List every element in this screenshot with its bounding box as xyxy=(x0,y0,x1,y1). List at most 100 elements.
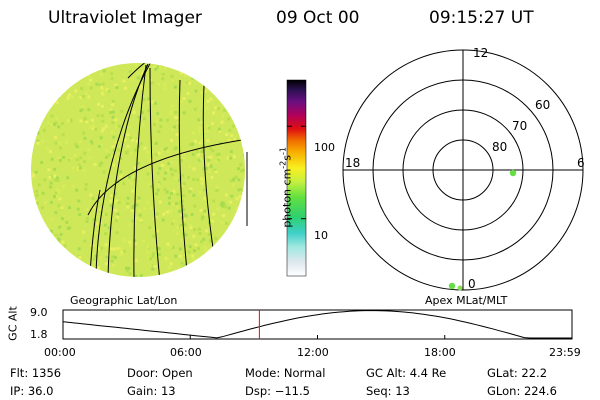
emission-pixel xyxy=(220,246,224,250)
earth-image xyxy=(31,63,248,277)
emission-pixel xyxy=(180,71,183,75)
emission-pixel xyxy=(97,144,101,148)
emission-pixel xyxy=(153,264,157,268)
emission-pixel xyxy=(100,129,104,133)
emission-pixel xyxy=(169,245,173,249)
emission-pixel xyxy=(186,81,190,85)
emission-pixel xyxy=(41,139,45,143)
emission-pixel xyxy=(193,139,197,143)
emission-pixel xyxy=(61,133,65,137)
emission-pixel xyxy=(115,231,119,235)
emission-pixel xyxy=(198,130,202,134)
emission-pixel xyxy=(136,76,140,80)
emission-pixel xyxy=(161,164,165,167)
emission-pixel xyxy=(92,218,96,222)
emission-pixel xyxy=(182,218,186,222)
emission-pixel xyxy=(57,156,61,160)
emission-pixel xyxy=(184,214,188,218)
emission-pixel xyxy=(102,170,106,174)
emission-pixel xyxy=(60,217,64,221)
emission-pixel xyxy=(221,204,225,208)
emission-pixel xyxy=(186,273,190,277)
emission-pixel xyxy=(163,148,167,151)
emission-pixel xyxy=(240,188,243,191)
emission-pixel xyxy=(137,196,141,200)
emission-pixel xyxy=(50,101,54,105)
emission-pixel xyxy=(71,184,75,188)
emission-pixel xyxy=(221,114,225,117)
emission-pixel xyxy=(232,96,236,100)
emission-pixel xyxy=(61,240,65,244)
emission-pixel xyxy=(200,126,204,130)
emission-pixel xyxy=(169,192,173,195)
emission-pixel xyxy=(110,77,114,81)
emission-pixel xyxy=(181,199,184,203)
emission-pixel xyxy=(78,166,82,170)
emission-pixel xyxy=(125,175,129,179)
emission-pixel xyxy=(182,97,186,100)
emission-pixel xyxy=(189,226,193,230)
emission-pixel xyxy=(163,177,167,181)
emission-pixel xyxy=(104,262,108,266)
emission-pixel xyxy=(49,229,53,233)
emission-pixel xyxy=(114,118,118,122)
emission-pixel xyxy=(32,225,36,229)
emission-pixel xyxy=(43,63,47,67)
emission-pixel xyxy=(158,167,162,171)
emission-pixel xyxy=(200,181,204,185)
emission-pixel xyxy=(235,244,239,248)
emission-pixel xyxy=(237,261,241,264)
emission-pixel xyxy=(234,239,238,243)
emission-pixel xyxy=(149,257,152,261)
emission-pixel xyxy=(203,196,207,200)
emission-pixel xyxy=(47,121,51,125)
emission-pixel xyxy=(191,131,195,135)
emission-pixel xyxy=(239,69,243,73)
emission-pixel xyxy=(34,170,38,174)
emission-pixel xyxy=(47,106,50,110)
emission-pixel xyxy=(182,194,186,198)
emission-pixel xyxy=(102,64,106,68)
emission-pixel xyxy=(80,87,84,90)
emission-pixel xyxy=(53,174,57,178)
emission-pixel xyxy=(96,266,100,269)
emission-pixel xyxy=(193,228,196,232)
emission-pixel xyxy=(56,176,59,180)
emission-pixel xyxy=(193,74,197,78)
emission-pixel xyxy=(135,140,139,143)
emission-pixel xyxy=(112,148,116,152)
emission-pixel xyxy=(125,150,129,154)
emission-pixel xyxy=(217,265,221,269)
emission-pixel xyxy=(115,219,118,223)
emission-pixel xyxy=(152,234,156,238)
emission-pixel xyxy=(110,72,114,76)
emission-pixel xyxy=(115,85,119,89)
emission-pixel xyxy=(182,66,186,70)
emission-pixel xyxy=(238,268,242,272)
emission-pixel xyxy=(124,86,127,90)
altitude-xtick: 12:00 xyxy=(297,346,329,359)
emission-pixel xyxy=(167,162,171,166)
emission-pixel xyxy=(67,119,71,123)
emission-pixel xyxy=(102,127,106,131)
emission-pixel xyxy=(178,178,182,182)
emission-pixel xyxy=(47,251,51,255)
emission-pixel xyxy=(192,234,196,238)
emission-pixel xyxy=(223,100,227,104)
emission-pixel xyxy=(202,167,206,171)
emission-pixel xyxy=(209,147,213,151)
emission-pixel xyxy=(217,80,221,84)
emission-pixel xyxy=(203,209,207,213)
emission-pixel xyxy=(188,99,192,103)
emission-pixel xyxy=(182,111,186,115)
emission-pixel xyxy=(190,68,194,72)
emission-pixel xyxy=(50,114,54,118)
emission-pixel xyxy=(175,231,179,235)
emission-pixel xyxy=(185,71,189,75)
emission-pixel xyxy=(37,183,41,187)
emission-pixel xyxy=(167,266,171,270)
emission-pixel xyxy=(159,124,163,128)
altitude-ytick-top: 9.0 xyxy=(30,306,48,319)
emission-pixel xyxy=(207,163,211,167)
emission-pixel xyxy=(71,166,75,170)
